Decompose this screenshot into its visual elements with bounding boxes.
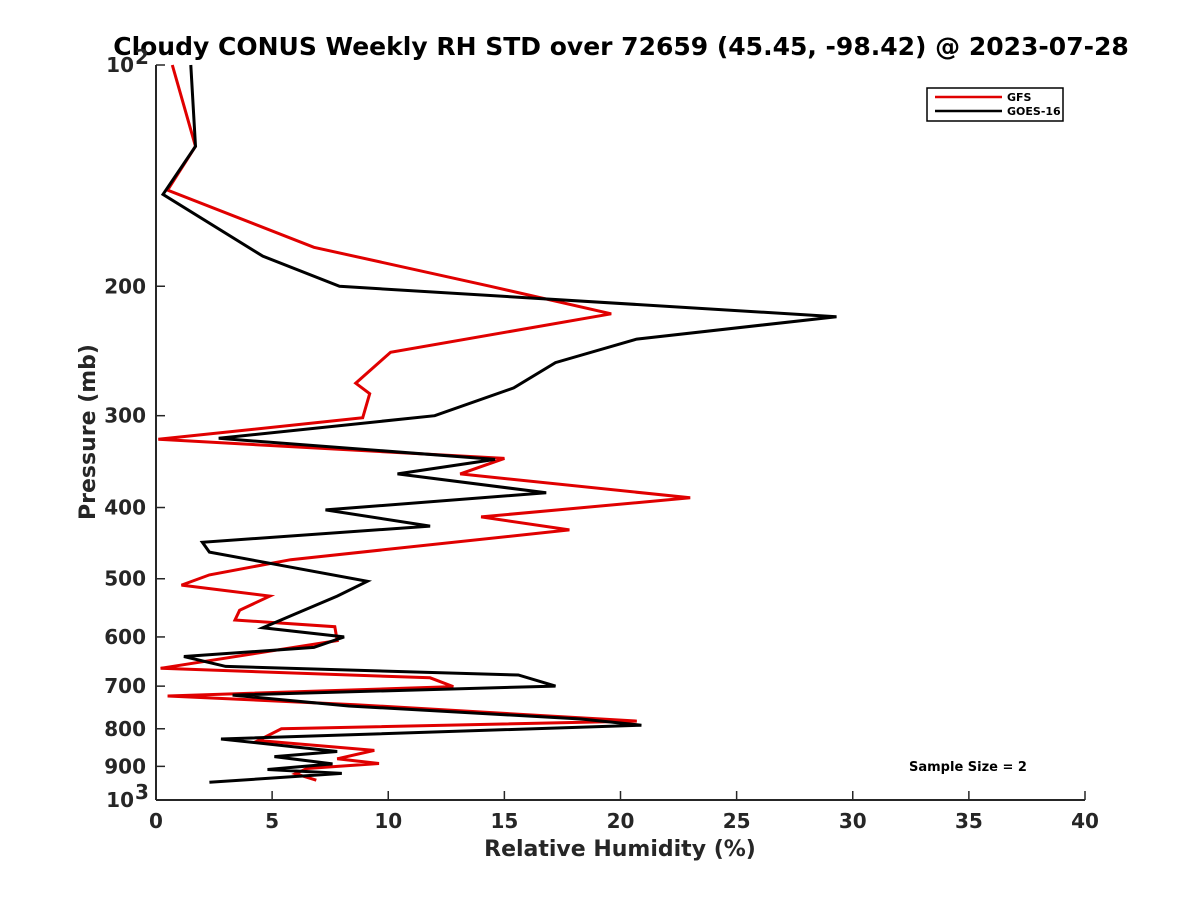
x-axis-label: Relative Humidity (%) xyxy=(484,837,756,862)
axes xyxy=(155,65,1085,801)
y-tick-label: 300 xyxy=(104,404,146,428)
chart-title: Cloudy CONUS Weekly RH STD over 72659 (4… xyxy=(113,32,1129,61)
series-layer xyxy=(158,64,837,784)
legend-box xyxy=(926,87,1064,122)
x-tick-label: 20 xyxy=(607,809,635,833)
legend-label-gfs: GFS xyxy=(1007,91,1032,104)
y-axis-label: Pressure (mb) xyxy=(76,344,101,520)
x-tick-label: 15 xyxy=(490,809,518,833)
y-tick-label: 800 xyxy=(104,717,146,741)
y-tick-label: 700 xyxy=(104,674,146,698)
x-tick-label: 25 xyxy=(723,809,751,833)
legend-label-goes16: GOES-16 xyxy=(1007,105,1061,118)
y-tick-exponent: 3 xyxy=(135,780,149,804)
x-tick-label: 10 xyxy=(374,809,402,833)
x-tick-label: 30 xyxy=(839,809,867,833)
y-tick-exponent: 2 xyxy=(135,45,149,69)
x-tick-label: 35 xyxy=(955,809,983,833)
x-tick-label: 0 xyxy=(149,809,163,833)
y-tick-label: 600 xyxy=(104,625,146,649)
y-tick-label: 200 xyxy=(104,274,146,298)
x-tick-label: 5 xyxy=(265,809,279,833)
y-tick-label: 10 xyxy=(106,53,134,77)
legend: GFS GOES-16 xyxy=(926,87,1064,122)
sample-size-annotation: Sample Size = 2 xyxy=(909,760,1027,775)
series-line-goes16 xyxy=(160,64,837,784)
y-tick-label: 400 xyxy=(104,496,146,520)
y-tick-label: 500 xyxy=(104,567,146,591)
y-tick-label: 10 xyxy=(106,788,134,812)
x-tick-label: 40 xyxy=(1071,809,1099,833)
y-tick-label: 900 xyxy=(104,754,146,778)
